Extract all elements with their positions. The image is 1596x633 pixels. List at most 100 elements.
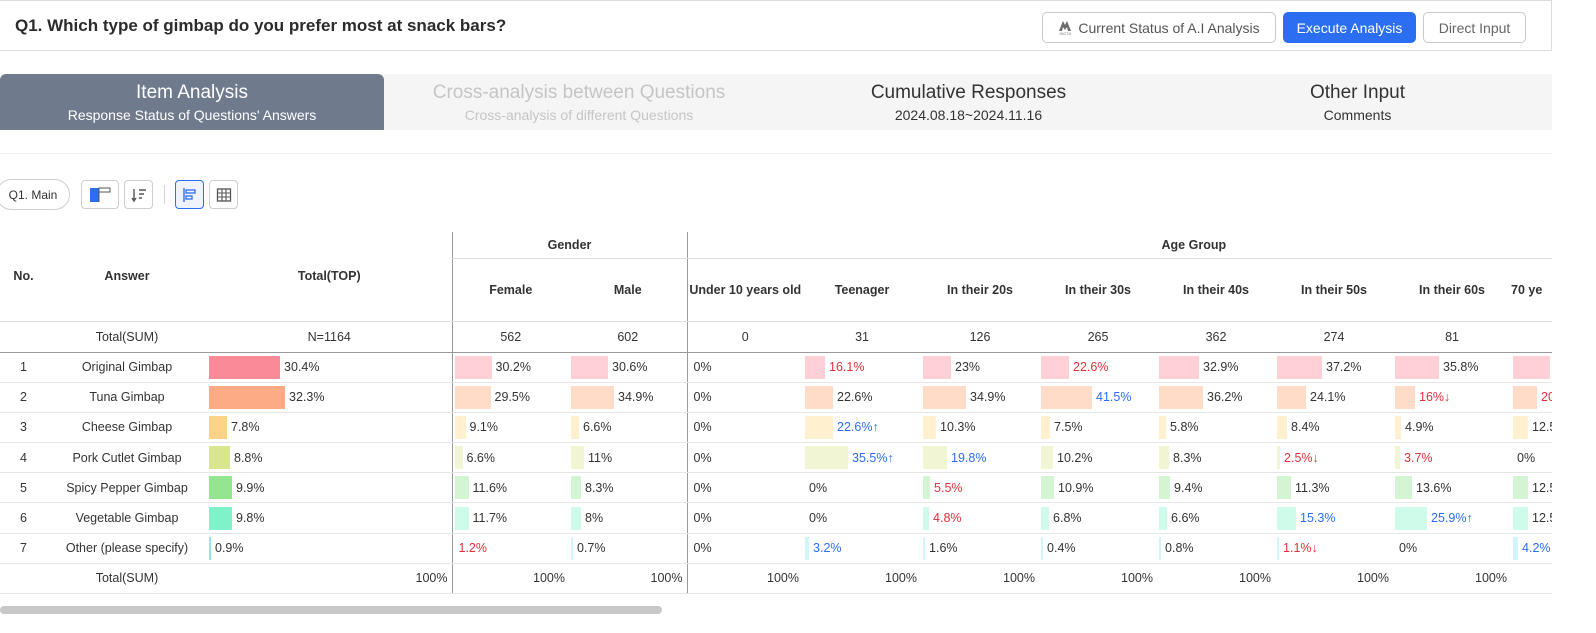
percentage-bar: [923, 476, 931, 500]
percentage-value: 9.1%: [469, 420, 499, 435]
bar-cell: 0%: [688, 476, 804, 500]
female-cell: 9.1%: [451, 412, 569, 444]
percentage-value: 22.6%: [837, 390, 873, 405]
col-answer[interactable]: Answer: [47, 232, 207, 322]
toolbar-divider: [164, 185, 165, 204]
row-answer: Pork Cutlet Gimbap: [47, 442, 207, 474]
bar-cell: 11.3%: [1275, 476, 1393, 500]
percentage-value: 9.9%: [236, 480, 265, 495]
total-age: 100%: [1275, 563, 1394, 594]
bar-cell: 7.8%: [207, 415, 452, 439]
col-male[interactable]: Male: [569, 258, 688, 322]
col-age[interactable]: In their 40s: [1157, 258, 1276, 322]
bar-cell: 35.5%↑: [803, 446, 921, 470]
col-age[interactable]: Under 10 years old: [686, 258, 804, 322]
col-age[interactable]: Teenager: [803, 258, 922, 322]
sum-total: N=1164: [207, 321, 452, 353]
percentage-value: 0%: [1399, 541, 1418, 556]
col-age[interactable]: In their 60s: [1393, 258, 1512, 322]
percentage-value: 0.4%: [1047, 541, 1076, 556]
bar-cell: 30.4%: [207, 355, 452, 379]
age-cell: 10.2%: [1039, 442, 1158, 474]
percentage-value: 6.6%: [466, 450, 496, 465]
ai-logo-text: INCTA: [1059, 31, 1072, 36]
tab-cumulative-responses[interactable]: Cumulative Responses 2024.08.18~2024.11.…: [774, 74, 1163, 130]
bar-cell: 10.3%: [921, 415, 1039, 439]
tab-title: Other Input: [1309, 81, 1406, 103]
total-cell: 30.4%: [207, 352, 452, 383]
percentage-bar: [571, 536, 573, 560]
percentage-bar: [1159, 506, 1168, 530]
percentage-bar: [923, 536, 926, 560]
header-row: Female Male Under 10 years old Teenager …: [0, 258, 1552, 322]
percentage-bar: [1395, 476, 1413, 500]
percentage-value: 35.8%: [1443, 360, 1479, 375]
percentage-value: 9.4%: [1174, 480, 1203, 495]
bar-cell: 30.6%: [569, 355, 687, 379]
bar-cell: 41.5%: [1039, 385, 1157, 409]
ai-logo-icon: INCTA: [1058, 19, 1072, 36]
percentage-bar: [209, 506, 232, 530]
age-cell: 1.1%↓: [1275, 533, 1394, 564]
percentage-value: 9.8%: [236, 511, 265, 526]
tab-other-input[interactable]: Other Input Comments: [1163, 74, 1552, 130]
percentage-bar: [1513, 415, 1529, 439]
percentage-value: 20: [1541, 390, 1552, 405]
tab-cross-analysis[interactable]: Cross-analysis between Questions Cross-a…: [384, 74, 774, 130]
age-cell: 4.9%: [1393, 412, 1512, 444]
percentage-bar: [1277, 385, 1307, 409]
percentage-value: 37.2%: [1326, 360, 1362, 375]
horizontal-scrollbar-thumb[interactable]: [0, 606, 662, 614]
bar-cell: 0.8%: [1157, 536, 1275, 560]
age-cell: 7.5%: [1039, 412, 1158, 444]
percentage-bar: [454, 476, 469, 500]
col-total[interactable]: Total(TOP): [207, 232, 452, 322]
col-age[interactable]: In their 50s: [1275, 258, 1394, 322]
col-age[interactable]: In their 30s: [1039, 258, 1158, 322]
sort-button[interactable]: [124, 180, 153, 209]
sum-age: 81: [1393, 321, 1512, 353]
direct-input-button[interactable]: Direct Input: [1423, 12, 1526, 43]
col-age[interactable]: In their 20s: [921, 258, 1040, 322]
age-cell: 36.2%: [1157, 382, 1276, 413]
bar-cell: 22.6%: [803, 385, 921, 409]
percentage-bar: [454, 355, 492, 379]
percentage-bar: [1159, 476, 1171, 500]
col-no[interactable]: No.: [0, 232, 47, 322]
percentage-value: 23%: [955, 360, 981, 375]
percentage-value: 4.9%: [1405, 420, 1434, 435]
age-cell: 0%: [686, 352, 804, 383]
male-cell: 6.6%: [569, 412, 688, 444]
bar-cell: 4.9%: [1393, 415, 1511, 439]
age-cell: 10.3%: [921, 412, 1040, 444]
ai-status-button[interactable]: INCTA Current Status of A.I Analysis: [1042, 12, 1276, 43]
percentage-value: 15.3%: [1300, 511, 1336, 526]
percentage-value: 4.8%: [933, 511, 962, 526]
percentage-value: 6.8%: [1053, 511, 1082, 526]
percentage-bar: [923, 355, 952, 379]
tab-subtitle: 2024.08.18~2024.11.16: [894, 106, 1043, 123]
male-cell: 34.9%: [569, 382, 688, 413]
col-female[interactable]: Female: [451, 258, 569, 322]
tab-item-analysis[interactable]: Item Analysis Response Status of Questio…: [0, 74, 384, 130]
percentage-bar: [209, 415, 227, 439]
age-cell: 34.9%: [921, 382, 1040, 413]
age-cell: 22.6%: [1039, 352, 1158, 383]
execute-analysis-button[interactable]: Execute Analysis: [1283, 12, 1416, 43]
col-age[interactable]: 70 ye: [1511, 258, 1552, 322]
bar-cell: 22.6%↑: [803, 415, 921, 439]
percentage-bar: [1513, 355, 1551, 379]
percentage-value: 3.7%: [1404, 450, 1433, 465]
percentage-value: 4.2%: [1522, 541, 1551, 556]
question-filter-pill[interactable]: Q1. Main: [0, 179, 70, 210]
divider: [0, 153, 1552, 154]
table-view-button[interactable]: [209, 180, 238, 209]
chart-view-button[interactable]: [175, 180, 204, 209]
female-cell: 6.6%: [451, 442, 569, 474]
ai-status-label: Current Status of A.I Analysis: [1078, 19, 1260, 36]
percentage-bar: [1277, 415, 1288, 439]
percentage-bar: [1041, 355, 1070, 379]
age-cell: 23%: [921, 352, 1040, 383]
age-cell: 3.7%: [1393, 442, 1512, 474]
bar-color-toggle-button[interactable]: [81, 180, 119, 209]
